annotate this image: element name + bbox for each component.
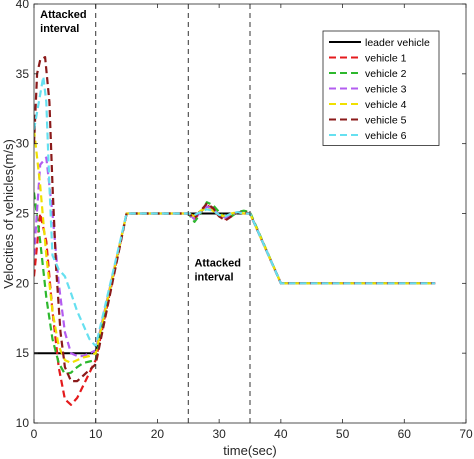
legend-label-4: vehicle 4 <box>365 99 407 111</box>
y-tick-label: 20 <box>16 276 30 290</box>
y-tick-label: 35 <box>16 67 30 81</box>
attack-annotation: Attacked interval <box>194 258 240 284</box>
legend-label-2: vehicle 2 <box>365 68 407 80</box>
legend-label-1: vehicle 1 <box>365 53 407 65</box>
x-tick-label: 10 <box>89 427 103 441</box>
x-tick-label: 30 <box>212 427 226 441</box>
x-tick-label: 50 <box>336 427 350 441</box>
y-tick-label: 15 <box>16 346 30 360</box>
legend-label-3: vehicle 3 <box>365 84 407 96</box>
legend-label-6: vehicle 6 <box>365 130 407 142</box>
attack-boundaries <box>95 4 251 423</box>
y-axis-label: Velocities of vehicles(m/s) <box>1 139 16 289</box>
legend-label-0: leader vehicle <box>365 37 430 49</box>
y-tick-label: 30 <box>16 137 30 151</box>
x-tick-label: 0 <box>31 427 38 441</box>
series-line-6 <box>34 75 436 348</box>
x-tick-label: 20 <box>151 427 165 441</box>
x-axis-label: time(sec) <box>223 443 276 458</box>
x-tick-label: 40 <box>274 427 288 441</box>
y-tick-label: 10 <box>16 416 30 430</box>
legend: leader vehicle vehicle 1 vehicle 2 vehicle … <box>322 30 440 146</box>
y-tick-label: 40 <box>16 0 30 11</box>
series-line-5 <box>34 56 436 383</box>
legend-label-5: vehicle 5 <box>365 115 407 127</box>
x-tick-label: 70 <box>459 427 473 441</box>
attack-annotation: Attacked interval <box>40 9 86 35</box>
annotations: Attacked interval Attacked interval <box>40 9 241 284</box>
y-tick-label: 25 <box>16 207 30 221</box>
x-tick-label: 60 <box>398 427 412 441</box>
